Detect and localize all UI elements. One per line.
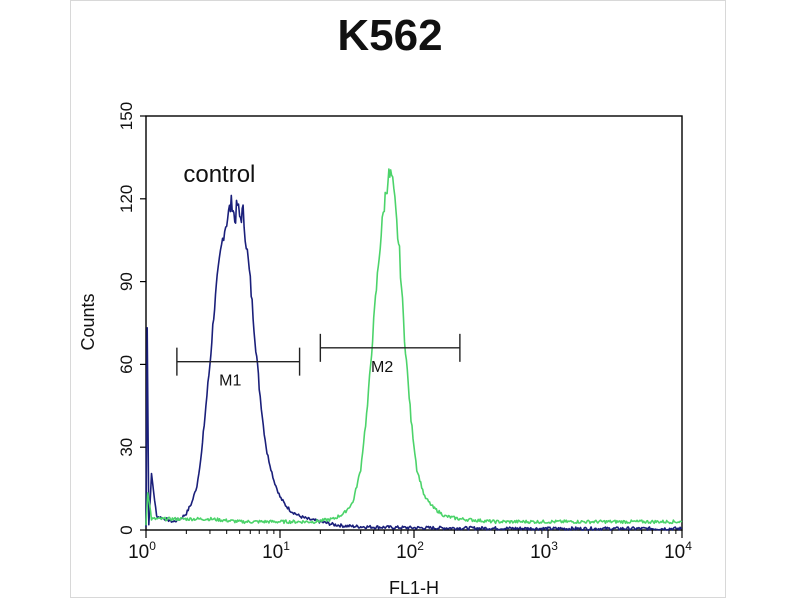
x-axis-label: FL1-H — [389, 578, 439, 598]
x-axis: 100 101 102 103 104 — [128, 530, 692, 563]
series-layer — [145, 168, 683, 531]
plot-area — [145, 115, 683, 531]
marker-layer: M1 M2 — [176, 333, 461, 390]
y-axis-label: Counts — [78, 293, 98, 350]
y-tick-label: 120 — [117, 185, 136, 213]
control-histogram-line — [145, 194, 683, 531]
y-tick-label: 90 — [117, 272, 136, 291]
y-axis: 0 30 60 90 120 150 — [117, 102, 146, 535]
marker-label: M1 — [219, 373, 241, 390]
y-tick-label: 0 — [117, 525, 136, 534]
x-tick-label: 104 — [664, 539, 692, 563]
y-tick-label: 150 — [117, 102, 136, 130]
chart-title: K562 — [337, 11, 442, 60]
x-tick-label: 101 — [262, 539, 290, 563]
x-tick-label: 100 — [128, 539, 156, 563]
plot-frame — [70, 0, 726, 598]
x-tick-label: 103 — [530, 539, 558, 563]
control-annotation: control — [183, 161, 255, 188]
x-tick-label: 102 — [396, 539, 424, 563]
y-tick-label: 30 — [117, 438, 136, 457]
sample-histogram-line — [145, 168, 683, 526]
marker-label: M2 — [371, 359, 393, 376]
y-tick-label: 60 — [117, 355, 136, 374]
annotation-layer: control — [183, 161, 255, 188]
